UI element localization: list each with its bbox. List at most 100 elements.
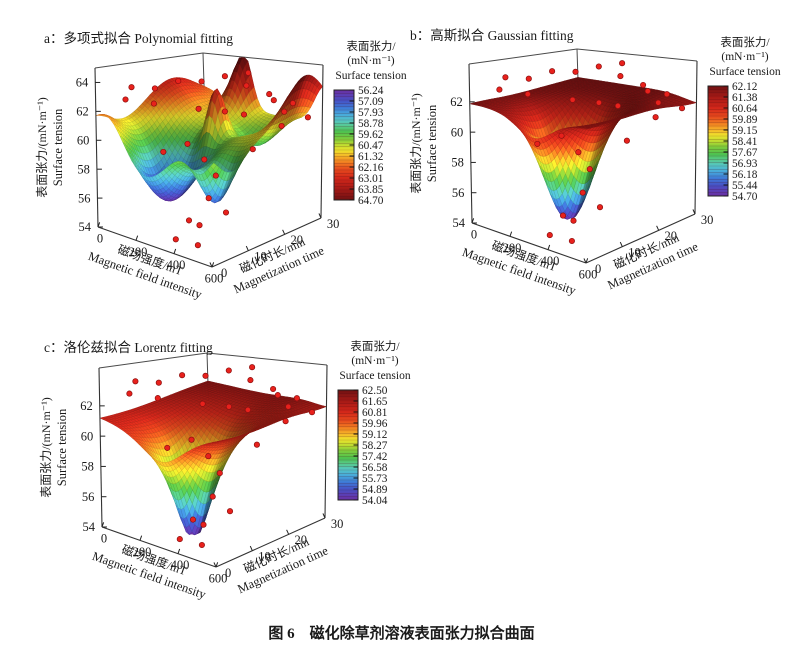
colorbar-tick-label: 64.70 (358, 195, 384, 207)
scatter-points (122, 69, 311, 249)
scatter-point (155, 379, 162, 386)
scatter-point (184, 140, 191, 147)
colorbar-tick-label: 56.18 (732, 169, 758, 181)
colorbar-gradient (334, 90, 354, 200)
surface-mesh (469, 77, 697, 220)
colorbar-tick-label: 57.42 (362, 451, 388, 463)
scatter-point (128, 84, 135, 91)
y-tick-label: 10 (254, 250, 267, 264)
scatter-point (496, 86, 503, 93)
colorbar: 56.2457.0957.9358.7859.6260.4761.3262.16… (333, 39, 407, 207)
scatter-point (549, 68, 556, 75)
colorbar-tick-label: 58.27 (362, 440, 388, 452)
x-tick-label: 200 (133, 545, 152, 559)
scatter-point (619, 60, 626, 67)
scatter-point (200, 521, 207, 528)
scatter-point (308, 409, 316, 416)
z-tick-label: 62 (450, 95, 463, 109)
scatter-point (640, 81, 647, 89)
scatter-point (196, 222, 203, 229)
scatter-point (205, 195, 212, 202)
scatter-point (240, 111, 248, 118)
scatter-point (614, 102, 621, 109)
z-axis-label-cn: 表面张力/(mN·m⁻¹) (35, 97, 49, 198)
colorbar-title-en: Surface tension (335, 70, 406, 82)
scatter-point (172, 236, 179, 243)
scatter-point (160, 148, 167, 155)
colorbar-gradient (338, 390, 358, 500)
scatter-point (245, 69, 252, 76)
colorbar-tick-label: 57.93 (358, 107, 384, 119)
z-tick-label: 62 (80, 399, 93, 413)
z-tick-label: 56 (82, 490, 95, 504)
scatter-point (122, 96, 129, 103)
scatter-point (293, 395, 300, 402)
colorbar-tick-label: 61.65 (362, 396, 388, 408)
x-tick-label: 400 (541, 254, 560, 268)
y-tick-label: 30 (327, 217, 340, 231)
surface-plot-b: 545658606202004006000102030磁场强度/mTMagnet… (409, 35, 781, 298)
y-tick-label: 30 (331, 517, 344, 531)
panel-c-title: c：洛伦兹拟合 Lorentz fitting (44, 340, 213, 355)
scatter-point (199, 400, 206, 407)
z-tick-label: 56 (78, 191, 91, 205)
z-tick-label: 64 (76, 76, 89, 90)
scatter-point (150, 100, 157, 107)
scatter-point (558, 132, 565, 139)
scatter-point (132, 378, 139, 385)
scatter-point (623, 137, 630, 144)
scatter-point (586, 166, 593, 173)
y-tick-label: 20 (665, 229, 678, 243)
z-axis-label-en: Surface tension (55, 408, 69, 486)
scatter-point (151, 85, 158, 92)
scatter-point (304, 114, 311, 121)
axes-box-front-edges (98, 364, 328, 568)
scatter-point (663, 91, 670, 98)
z-tick-label: 54 (453, 216, 466, 230)
colorbar-title-cn: 表面张力/ (720, 35, 770, 49)
scatter-point (154, 395, 161, 402)
z-axis-label-en: Surface tension (51, 108, 65, 186)
surface-mesh (99, 380, 327, 536)
scatter-point (596, 204, 604, 211)
colorbar-tick-label: 58.78 (358, 118, 384, 130)
scatter-point (244, 406, 251, 413)
colorbar-title-en: Surface tension (709, 66, 780, 78)
colorbar: 62.1261.3860.6459.8959.1558.4157.6756.93… (707, 35, 781, 203)
figure-caption: 图 6 磁化除草剂溶液表面张力拟合曲面 (268, 626, 535, 642)
scatter-point (525, 75, 532, 82)
colorbar-title-unit: (mN·m⁻¹) (347, 55, 394, 67)
scatter-point (195, 105, 202, 112)
colorbar-tick-label: 59.15 (732, 125, 758, 137)
scatter-point (579, 189, 586, 196)
scatter-point (595, 63, 602, 70)
scatter-point (222, 209, 230, 216)
y-tick-label: 0 (225, 566, 231, 580)
scatter-point (253, 441, 260, 448)
z-tick-label: 60 (81, 429, 94, 443)
y-tick-label: 10 (258, 550, 271, 564)
scatter-point (572, 68, 579, 75)
scatter-point (126, 390, 133, 397)
scatter-point (179, 372, 186, 379)
scatter-point (575, 149, 582, 156)
x-tick-label: 400 (167, 258, 186, 272)
scatter-point (570, 217, 577, 224)
x-tick-label: 0 (97, 232, 103, 246)
colorbar-tick-label: 60.64 (732, 103, 758, 115)
colorbar-tick-label: 59.62 (358, 129, 384, 141)
axis-ticks (99, 405, 326, 568)
z-tick-label: 58 (451, 156, 464, 170)
scatter-point (502, 74, 509, 81)
scatter-point (209, 493, 216, 500)
colorbar-tick-label: 54.89 (362, 484, 388, 496)
scatter-point (568, 237, 575, 245)
scatter-point (270, 97, 277, 104)
colorbar-tick-label: 62.50 (362, 385, 388, 397)
z-tick-label: 58 (77, 162, 90, 176)
colorbar-tick-label: 61.32 (358, 151, 384, 163)
